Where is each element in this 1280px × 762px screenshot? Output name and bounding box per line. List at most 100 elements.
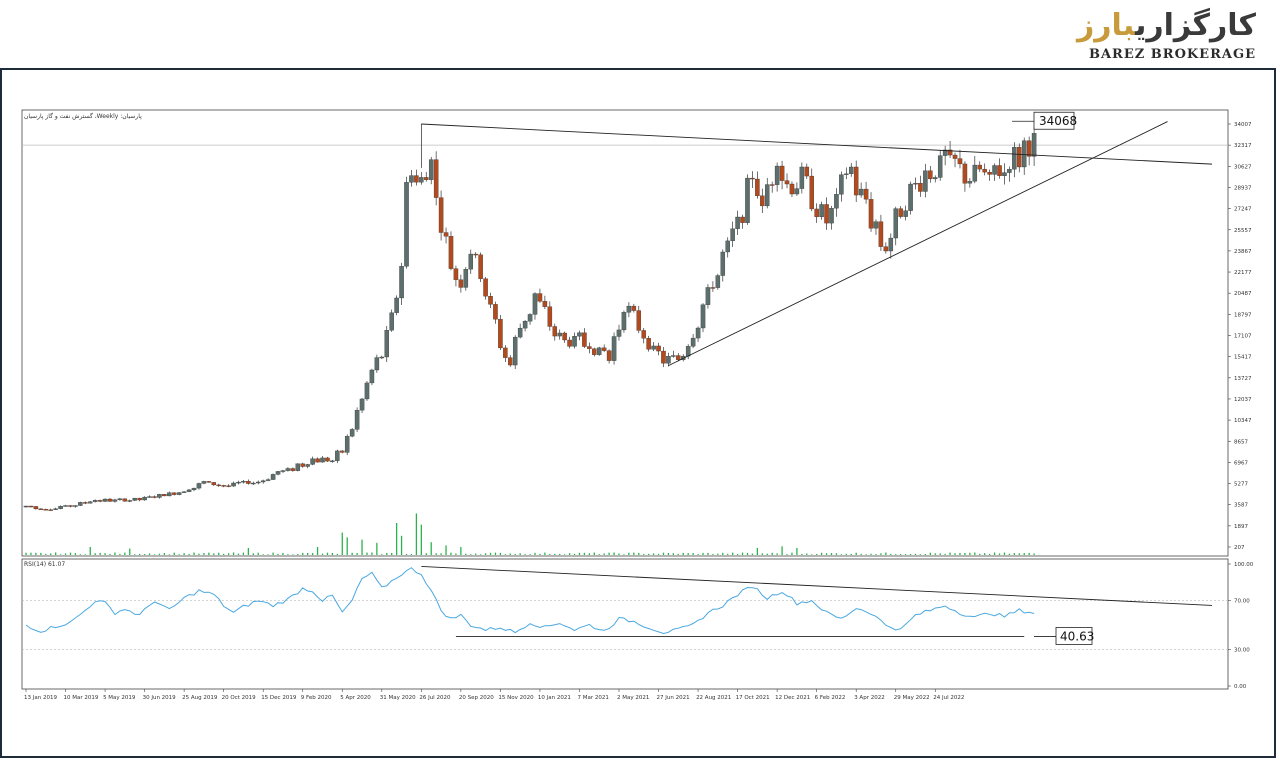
candle-body — [626, 305, 632, 313]
price-y-tick-label: 28937 — [1234, 185, 1252, 191]
candle-body — [745, 177, 750, 223]
candle-body — [804, 166, 810, 177]
candle-body — [97, 500, 103, 502]
candle-body — [344, 436, 350, 453]
candle-body — [1007, 169, 1012, 173]
candle-body — [849, 166, 854, 174]
price-y-tick-label: 20487 — [1234, 291, 1252, 297]
time-x-axis: 13 Jan 2019 10 Mar 2019 5 May 2019 30 Jun 2… — [24, 689, 964, 701]
candle-body — [512, 336, 518, 366]
x-tick-label: 22 Aug 2021 — [696, 695, 731, 701]
candle-body — [557, 332, 562, 337]
candle-body — [419, 177, 424, 183]
brand-name-accent: بارز — [1077, 8, 1136, 43]
candle-body — [606, 350, 612, 361]
candle-body — [913, 183, 918, 185]
candle-body — [226, 485, 231, 487]
rsi-y-tick-label: 30.00 — [1234, 647, 1250, 653]
rsi-y-tick-label: 0.00 — [1234, 684, 1247, 690]
candle-body — [532, 293, 538, 315]
price-y-tick-label: 32317 — [1234, 143, 1252, 149]
candle-body — [107, 498, 113, 502]
candle-body — [280, 470, 286, 472]
x-tick-label: 6 Feb 2022 — [815, 695, 846, 701]
candle-body — [710, 287, 716, 289]
candle-body — [369, 369, 375, 384]
candle-body — [765, 184, 770, 207]
volume-bars — [25, 513, 1035, 555]
candle-body — [330, 460, 335, 462]
candle-body — [784, 180, 790, 185]
candle-body — [661, 350, 666, 364]
candle-body — [181, 491, 187, 493]
candle-body — [404, 182, 409, 267]
candle-body — [53, 508, 58, 510]
candle-body — [928, 170, 933, 180]
candle-body — [992, 165, 997, 175]
candle-body — [448, 236, 454, 269]
candle-body — [374, 357, 380, 371]
candle-body — [863, 188, 869, 200]
candle-body — [354, 410, 360, 430]
candle-body — [315, 458, 320, 463]
candle-body — [646, 338, 651, 350]
candle-body — [33, 506, 39, 510]
candle-body — [478, 254, 483, 279]
candle-body — [567, 339, 572, 347]
candle-body — [102, 498, 108, 502]
candle-body — [898, 208, 903, 217]
candle-body — [359, 398, 365, 411]
x-tick-label: 26 Jul 2020 — [419, 695, 451, 701]
x-tick-label: 10 Jan 2021 — [538, 695, 571, 701]
candle-body — [23, 505, 29, 508]
rsi-title: RSI(14) 61.07 — [24, 561, 65, 568]
candle-body — [231, 482, 236, 487]
price-trendline-rising-support — [668, 121, 1168, 367]
candle-body — [335, 450, 340, 461]
candle-body — [112, 499, 118, 502]
candle-body — [340, 450, 345, 453]
chart-canvas: گسترش نفت و گاز پارسیان ،Weekly :پارسیان… — [21, 109, 1254, 701]
candle-body — [147, 496, 152, 498]
candle-body — [325, 457, 330, 462]
candle-body — [221, 485, 226, 487]
candlesticks — [23, 126, 1037, 511]
candle-body — [868, 199, 874, 229]
candle-body — [957, 158, 963, 165]
rsi-callout-box — [1055, 627, 1093, 645]
candle-body — [285, 468, 291, 471]
candle-body — [92, 500, 98, 502]
candle-body — [78, 502, 83, 506]
trendlines — [420, 121, 1213, 637]
price-y-tick-label: 25557 — [1234, 228, 1252, 234]
rsi-trendline-rsi-descending — [421, 565, 1213, 606]
candle-body — [760, 195, 765, 207]
candle-body — [162, 494, 167, 497]
candle-body — [888, 237, 894, 252]
candle-body — [1021, 140, 1027, 168]
candle-body — [844, 173, 849, 175]
candle-body — [755, 178, 760, 196]
candle-body — [438, 197, 444, 233]
candle-body — [433, 159, 439, 198]
x-tick-label: 20 Sep 2020 — [459, 695, 494, 701]
candle-body — [562, 332, 567, 341]
candle-body — [715, 275, 721, 288]
candle-body — [937, 155, 943, 178]
price-trendline-upper-resistance — [421, 123, 1213, 165]
candle-body — [656, 345, 661, 352]
candle-body — [987, 171, 992, 175]
price-callout-label: 34068 — [1039, 114, 1077, 128]
x-tick-label: 9 Feb 2020 — [301, 695, 332, 701]
candle-body — [48, 509, 53, 511]
brand-logo-persian: کارگزاریبارز — [1077, 8, 1256, 43]
candle-body — [349, 429, 355, 437]
chart-title: گسترش نفت و گاز پارسیان ،Weekly :پارسیان — [24, 112, 142, 120]
candle-body — [122, 498, 128, 502]
candle-body — [295, 463, 301, 471]
candle-body — [779, 165, 785, 181]
candle-body — [1026, 140, 1032, 157]
x-tick-label: 31 May 2020 — [380, 695, 416, 701]
x-tick-label: 30 Jun 2019 — [143, 695, 177, 701]
candle-body — [814, 208, 819, 218]
